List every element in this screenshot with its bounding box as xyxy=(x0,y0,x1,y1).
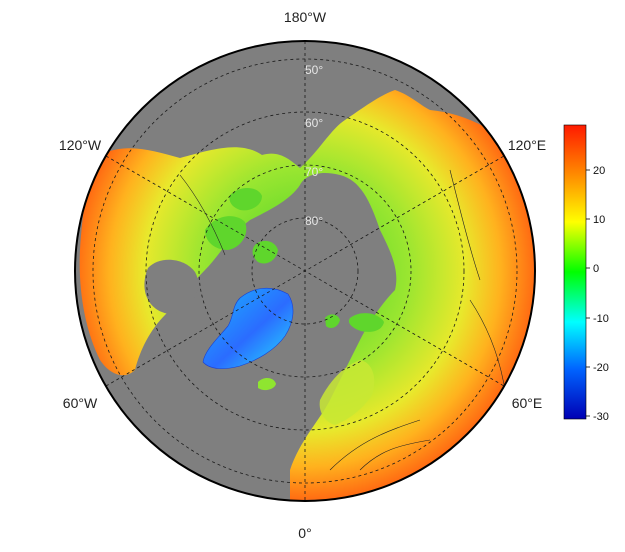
colorbar-tick-m20: -20 xyxy=(593,362,609,374)
lon-label-60w: 60°W xyxy=(63,395,98,411)
colorbar: 20 10 0 -10 -20 -30 xyxy=(563,124,609,423)
colorbar-tick-20: 20 xyxy=(593,165,605,177)
lat-label-50: 50° xyxy=(305,63,323,77)
graticule xyxy=(92,41,518,501)
lat-label-70: 70° xyxy=(305,165,323,179)
lon-label-60e: 60°E xyxy=(512,395,543,411)
lon-label-120w: 120°W xyxy=(59,137,102,153)
map-outline xyxy=(74,40,536,502)
colorbar-tick-m30: -30 xyxy=(593,411,609,423)
lat-label-60: 60° xyxy=(305,116,323,130)
lon-label-180w: 180°W xyxy=(284,9,327,25)
land-temperature-field xyxy=(79,90,535,500)
scandinavia xyxy=(319,360,375,425)
lat-label-80: 80° xyxy=(305,214,323,228)
country-borders xyxy=(179,169,506,471)
colorbar-tick-0: 0 xyxy=(593,263,599,275)
greenland xyxy=(202,287,294,369)
map-disc xyxy=(75,41,535,501)
colorbar-tick-m10: -10 xyxy=(593,313,609,325)
lon-label-0: 0° xyxy=(298,525,311,541)
lon-label-120e: 120°E xyxy=(508,137,546,153)
arctic-islands xyxy=(205,187,384,332)
colorbar-tick-10: 10 xyxy=(593,214,605,226)
iceland xyxy=(258,378,276,391)
colorbar-ramp xyxy=(563,124,587,420)
hudson-bay xyxy=(144,259,199,314)
